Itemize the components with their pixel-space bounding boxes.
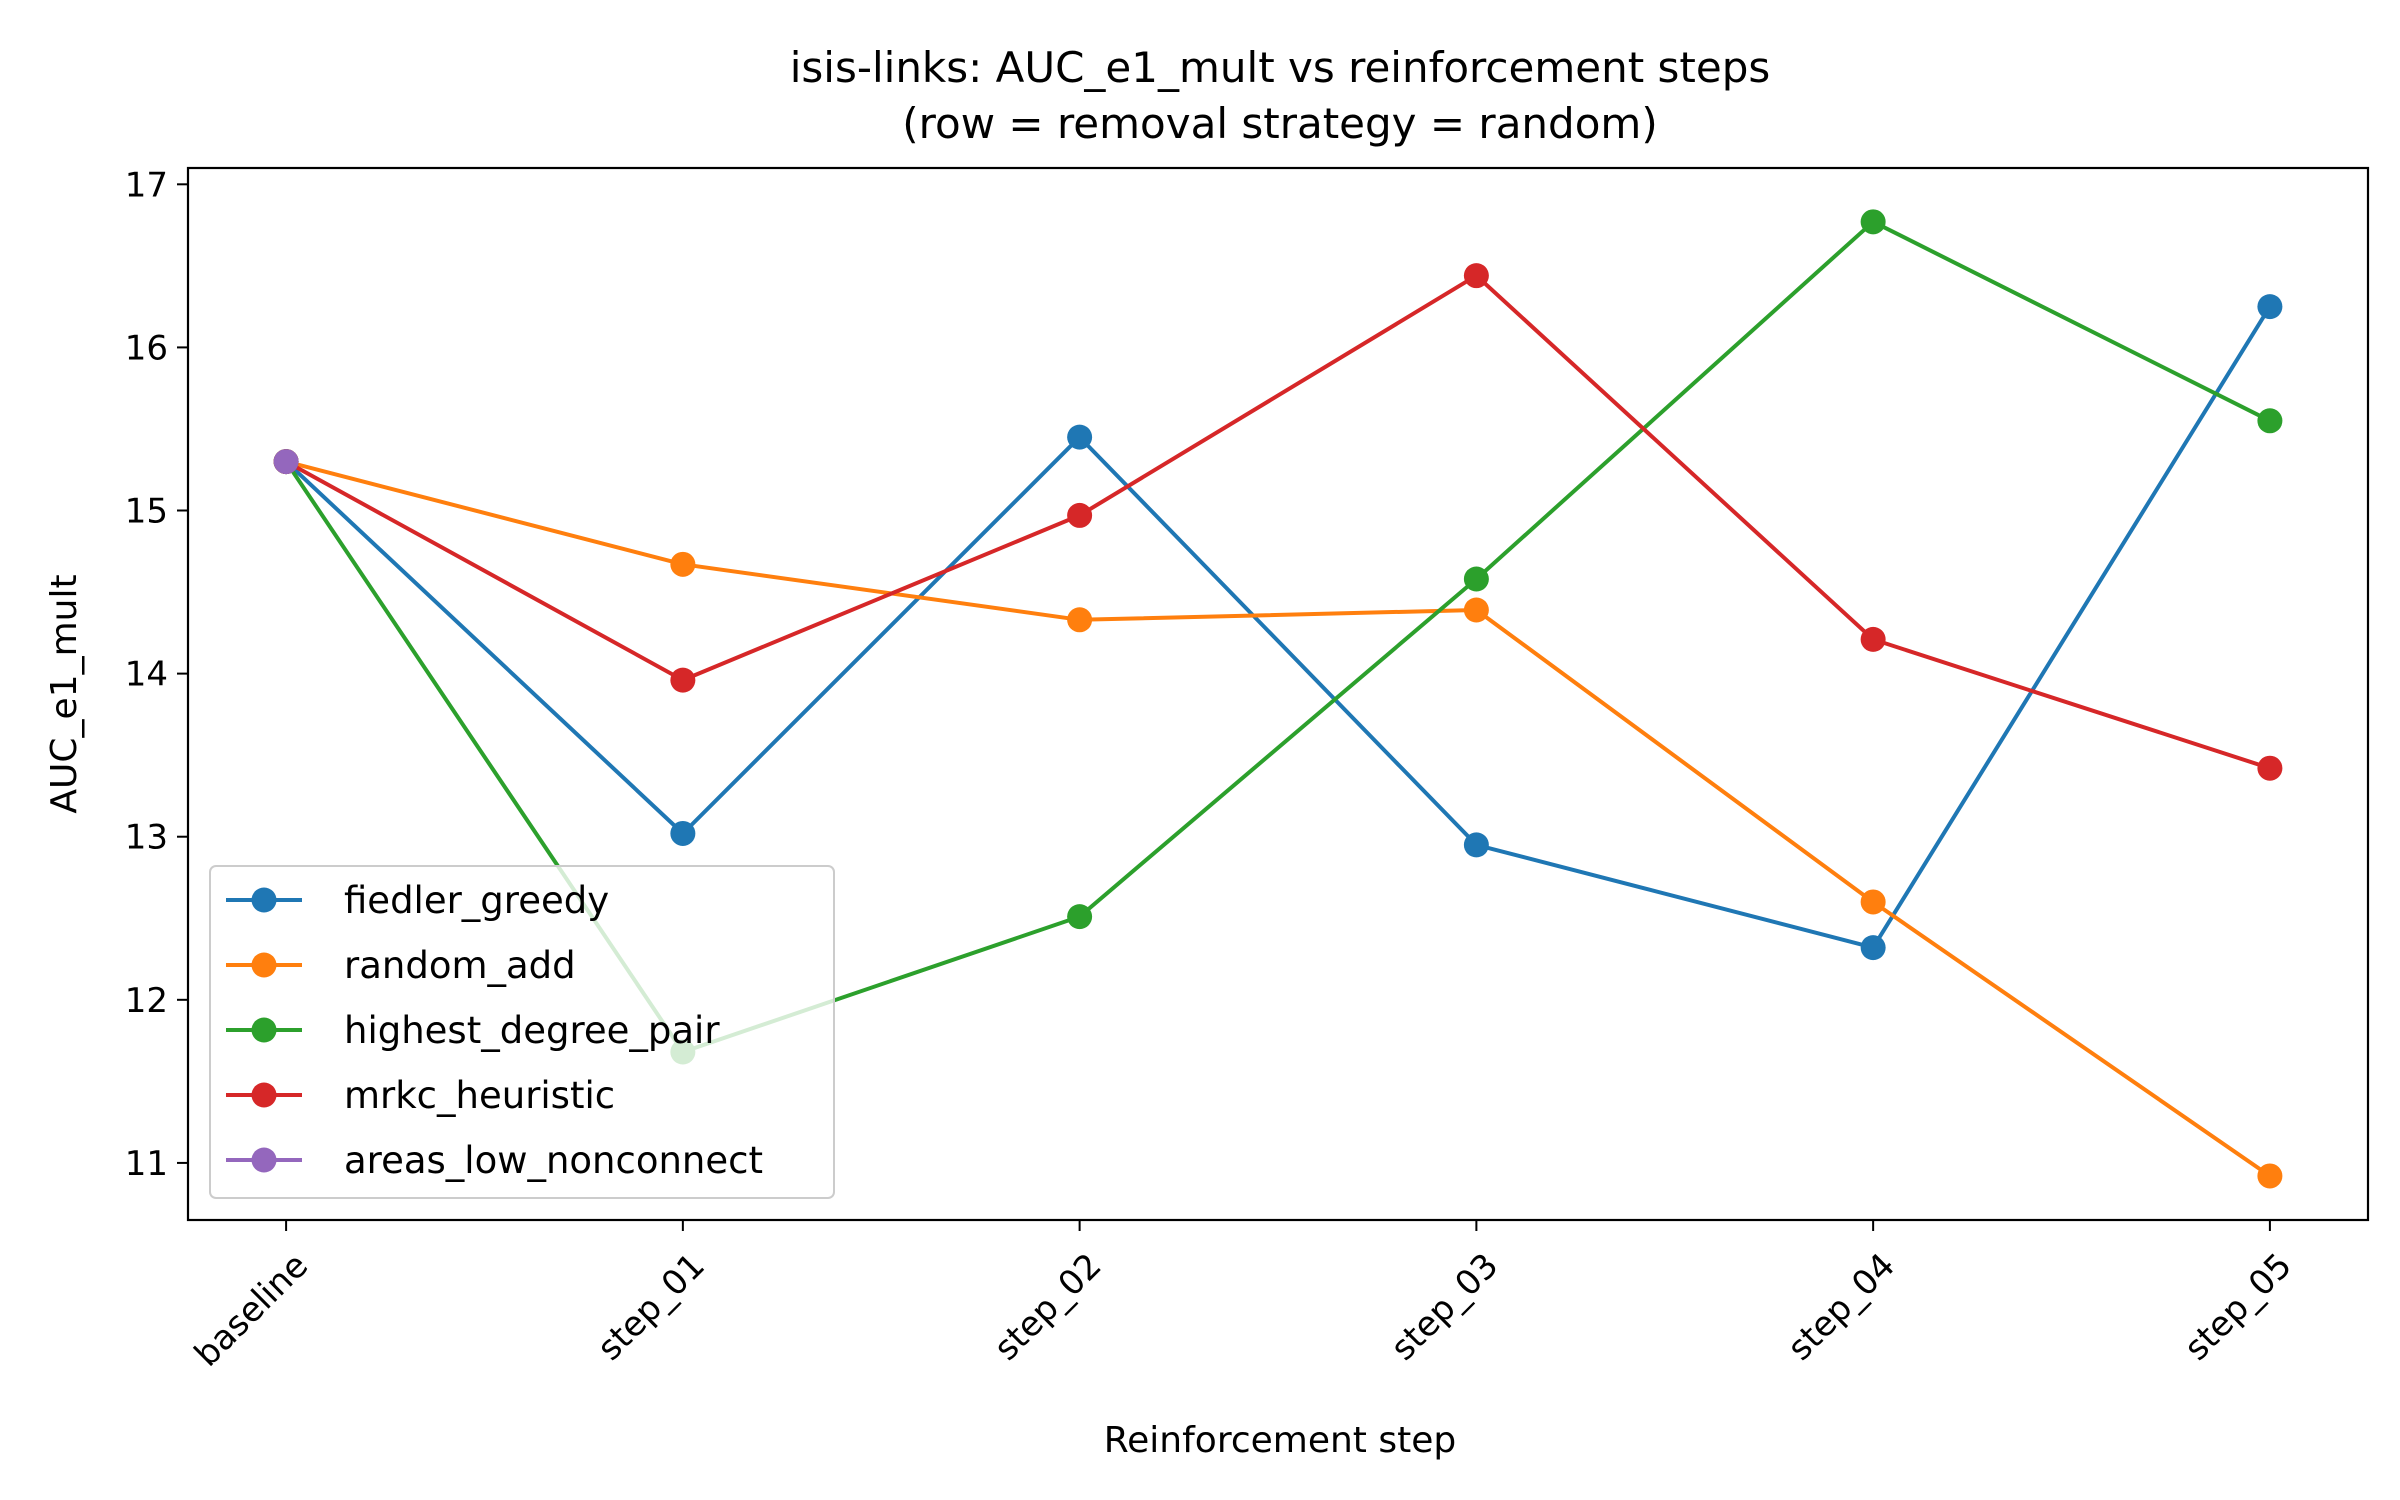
data-point xyxy=(1067,502,1093,528)
data-point xyxy=(2257,294,2283,320)
data-point xyxy=(2257,1163,2283,1189)
legend-marker xyxy=(251,1147,277,1173)
legend-label: random_add xyxy=(344,944,576,987)
plot-frame xyxy=(186,166,2370,1222)
series-random_add xyxy=(273,449,2283,1189)
y-tick-label: 16 xyxy=(125,328,168,368)
y-tick-label: 12 xyxy=(125,981,168,1021)
x-axis-label: Reinforcement step xyxy=(1104,1420,1456,1461)
data-point xyxy=(1463,566,1489,592)
data-point xyxy=(1463,263,1489,289)
y-axis-label: AUC_e1_mult xyxy=(44,574,85,813)
legend-label: highest_degree_pair xyxy=(344,1009,720,1052)
data-point xyxy=(1067,424,1093,450)
legend: fiedler_greedy random_add highest_degree_p… xyxy=(209,865,835,1199)
y-tick-label: 13 xyxy=(125,818,168,858)
legend-marker xyxy=(251,887,277,913)
data-point xyxy=(1067,904,1093,930)
data-point xyxy=(670,667,696,693)
data-point xyxy=(2257,755,2283,781)
x-tick-label: step_03 xyxy=(1383,1246,1506,1369)
chart-subtitle: (row = removal strategy = random) xyxy=(902,99,1657,148)
data-point xyxy=(1860,209,1886,235)
y-tick-label: 17 xyxy=(125,165,168,205)
series-line xyxy=(285,273,2271,771)
legend-marker xyxy=(251,952,277,978)
y-tick-label: 11 xyxy=(125,1144,168,1184)
y-tick-label: 14 xyxy=(125,655,168,695)
series-line xyxy=(285,459,2272,1178)
data-point xyxy=(273,449,299,475)
legend-label: areas_low_nonconnect xyxy=(344,1139,763,1182)
chart-title: isis-links: AUC_e1_mult vs reinforcement… xyxy=(790,43,1771,92)
legend-marker xyxy=(251,1082,277,1108)
data-point xyxy=(1067,607,1093,633)
legend-item: mrkc_heuristic xyxy=(226,1074,615,1117)
x-tick-label: step_02 xyxy=(987,1246,1110,1369)
legend-item: areas_low_nonconnect xyxy=(226,1139,763,1182)
series-areas_low_nonconnect xyxy=(273,449,299,475)
legend-marker xyxy=(251,1017,277,1043)
legend-label: fiedler_greedy xyxy=(344,879,609,922)
x-tick-label: baseline xyxy=(187,1246,316,1375)
legend-item: highest_degree_pair xyxy=(226,1009,720,1052)
data-point xyxy=(670,820,696,846)
data-point xyxy=(1860,935,1886,961)
data-point xyxy=(1463,832,1489,858)
x-tick-label: step_04 xyxy=(1780,1246,1903,1369)
legend-box xyxy=(209,865,835,1199)
data-point xyxy=(2257,408,2283,434)
legend-item: random_add xyxy=(226,944,576,987)
data-point xyxy=(670,551,696,577)
x-tick-label: step_05 xyxy=(2177,1246,2300,1369)
legend-label: mrkc_heuristic xyxy=(344,1074,615,1117)
data-point xyxy=(1860,626,1886,652)
series-mrkc_heuristic xyxy=(273,263,2283,781)
data-point xyxy=(1860,889,1886,915)
data-point xyxy=(1463,597,1489,623)
series-line xyxy=(284,305,2272,950)
series-fiedler_greedy xyxy=(273,294,2283,961)
y-tick-label: 15 xyxy=(125,492,168,532)
legend-item: fiedler_greedy xyxy=(226,879,609,922)
x-tick-label: step_01 xyxy=(590,1246,713,1369)
